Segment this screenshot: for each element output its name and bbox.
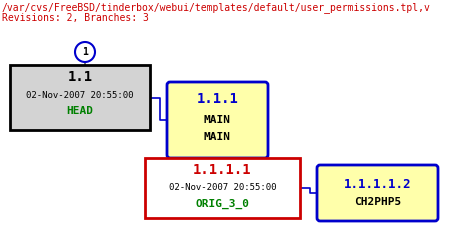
Text: 02-Nov-2007 20:55:00: 02-Nov-2007 20:55:00 <box>169 183 276 193</box>
Text: 1: 1 <box>82 47 88 57</box>
Text: ORIG_3_0: ORIG_3_0 <box>196 199 250 209</box>
Text: MAIN: MAIN <box>204 115 231 125</box>
FancyBboxPatch shape <box>145 158 300 218</box>
Circle shape <box>75 42 95 62</box>
Text: MAIN: MAIN <box>204 132 231 142</box>
Text: 1.1: 1.1 <box>67 70 93 84</box>
Text: CH2PHP5: CH2PHP5 <box>354 197 401 207</box>
Text: HEAD: HEAD <box>66 106 93 116</box>
Text: 1.1.1.1.2: 1.1.1.1.2 <box>344 177 411 191</box>
FancyBboxPatch shape <box>10 65 150 130</box>
Text: 1.1.1: 1.1.1 <box>196 92 239 106</box>
Text: 02-Nov-2007 20:55:00: 02-Nov-2007 20:55:00 <box>26 90 134 99</box>
Text: 1.1.1.1: 1.1.1.1 <box>193 163 252 177</box>
FancyBboxPatch shape <box>167 82 268 158</box>
Text: /var/cvs/FreeBSD/tinderbox/webui/templates/default/user_permissions.tpl,v: /var/cvs/FreeBSD/tinderbox/webui/templat… <box>2 2 431 13</box>
Text: Revisions: 2, Branches: 3: Revisions: 2, Branches: 3 <box>2 13 149 23</box>
FancyBboxPatch shape <box>317 165 438 221</box>
